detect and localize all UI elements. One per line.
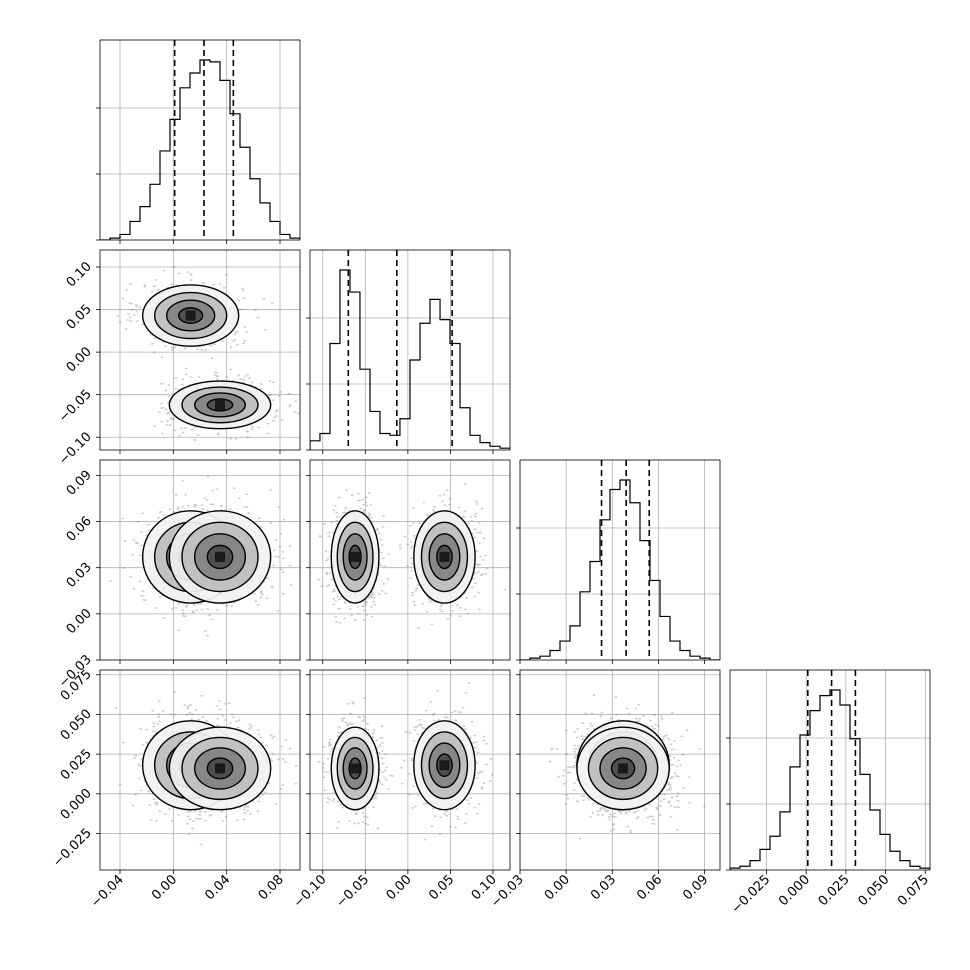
scatter-panel-4-1 (100, 670, 300, 870)
y-tick-label: 0.050 (58, 707, 95, 744)
histogram-panel-1 (100, 40, 300, 240)
histogram-steps (310, 269, 510, 450)
x-tick-label: 0.09 (680, 872, 711, 903)
y-tick-label: 0.03 (64, 560, 95, 591)
histogram-panel-4 (730, 670, 930, 870)
y-tick-label: 0.06 (64, 514, 95, 545)
x-tick-label: 0.05 (426, 872, 457, 903)
panel-frame (309, 669, 511, 871)
histogram-steps (100, 59, 300, 240)
scatter-panel-2-1 (100, 250, 300, 450)
panel-frame (99, 459, 301, 661)
panel-frame (309, 459, 511, 661)
x-tick-label: −0.05 (333, 872, 372, 911)
scatter-panel-4-3 (520, 670, 720, 870)
x-tick-label: 0.08 (256, 872, 287, 903)
y-tick-label: −0.05 (56, 387, 95, 426)
y-tick-label: 0.09 (64, 468, 95, 499)
histogram-steps (520, 479, 720, 660)
y-tick-label: 0.05 (64, 302, 95, 333)
scatter-panel-4-2 (310, 670, 510, 870)
scatter-panel-3-2 (310, 460, 510, 660)
histogram-steps (730, 689, 930, 870)
density-peak (439, 760, 450, 771)
density-peak (618, 763, 629, 774)
histogram-panel-2 (310, 250, 510, 450)
x-tick-label: 0.050 (855, 872, 892, 909)
x-tick-label: 0.00 (384, 872, 415, 903)
panel-frame (729, 669, 931, 871)
y-tick-label: 0.00 (64, 606, 95, 637)
y-tick-label: 0.000 (58, 786, 95, 823)
panel-frame (519, 669, 721, 871)
x-tick-label: 0.025 (816, 872, 853, 909)
histogram-panel-3 (520, 460, 720, 660)
x-tick-label: 0.06 (634, 872, 665, 903)
x-tick-label: 0.04 (202, 872, 233, 903)
x-tick-label: 0.075 (895, 872, 932, 909)
density-peak (215, 399, 225, 410)
x-tick-label: −0.04 (88, 872, 127, 911)
density-peak (439, 551, 450, 562)
y-tick-label: 0.10 (64, 259, 95, 290)
panel-frame (309, 249, 511, 451)
x-tick-label: 0.00 (149, 872, 180, 903)
panel-frame (519, 459, 721, 661)
y-tick-label: 0.00 (64, 344, 95, 375)
scatter-panel-3-1 (100, 460, 300, 660)
density-peak (350, 551, 361, 562)
x-tick-label: −0.10 (291, 872, 330, 911)
y-tick-label: −0.10 (56, 429, 95, 468)
panel-frame (99, 669, 301, 871)
y-tick-label: −0.025 (50, 826, 95, 871)
density-peak (350, 763, 361, 774)
density-peak (215, 763, 225, 774)
density-peak (215, 551, 225, 562)
density-peak (185, 310, 196, 321)
x-tick-label: 0.00 (542, 872, 573, 903)
x-tick-label: −0.025 (729, 872, 774, 917)
panel-frame (99, 39, 301, 241)
y-tick-label: 0.025 (58, 746, 95, 783)
x-tick-label: 0.03 (588, 872, 619, 903)
panel-frame (99, 249, 301, 451)
x-tick-label: 0.000 (776, 872, 813, 909)
